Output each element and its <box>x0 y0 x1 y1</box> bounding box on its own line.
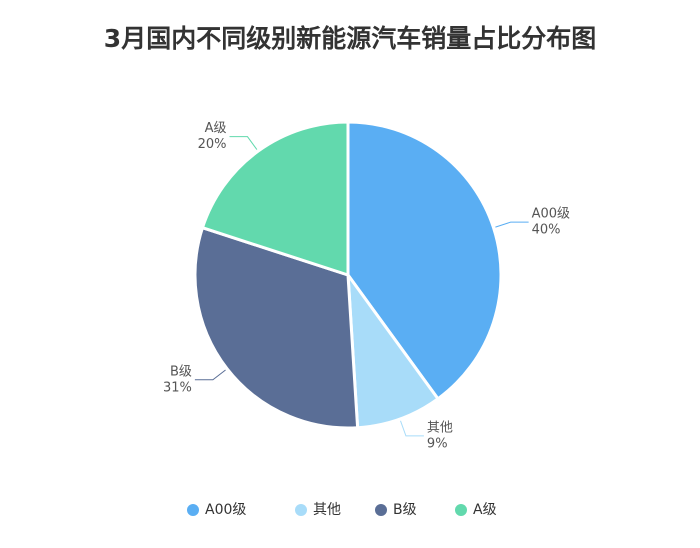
slice-label: A00级 <box>532 207 570 222</box>
legend-label: A00级 <box>205 502 246 518</box>
legend-marker <box>375 504 387 516</box>
slice-value-label: 20% <box>198 137 227 152</box>
slice-value-label: 9% <box>427 436 448 451</box>
slice-label: A级 <box>205 121 227 136</box>
leader-line <box>229 136 258 150</box>
slice-value-label: 40% <box>532 223 561 238</box>
pie-slice <box>346 273 440 430</box>
legend-marker <box>187 504 199 516</box>
pie-slice <box>193 226 360 430</box>
legend-marker <box>455 504 467 516</box>
leader-line <box>400 420 424 437</box>
chart-title: 3月国内不同级别新能源汽车销量占比分布图 <box>104 24 596 53</box>
slice-value-label: 31% <box>163 380 192 395</box>
slice-label: B级 <box>170 364 192 379</box>
leader-line <box>194 369 226 381</box>
pie-slice <box>200 120 350 277</box>
leader-line <box>495 221 529 228</box>
legend-marker <box>295 504 307 516</box>
pie-slice <box>346 120 503 401</box>
legend-label: 其他 <box>313 502 341 518</box>
legend-label: A级 <box>473 502 497 518</box>
legend-label: B级 <box>393 502 417 518</box>
slice-label: 其他 <box>427 420 453 435</box>
